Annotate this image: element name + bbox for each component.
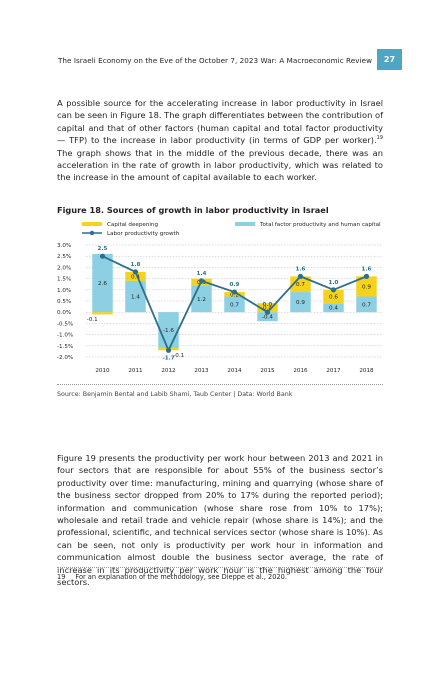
y-tick-label: 2.0% <box>57 265 71 271</box>
line-point <box>363 273 370 279</box>
bar-label-capital: 0.7 <box>296 282 305 288</box>
line-point <box>198 278 205 284</box>
figure-title: Figure 18. Sources of growth in labor pr… <box>57 205 329 215</box>
chart-x-axis: 2010 2011 2012 2013 2014 2015 2016 2017 2018 <box>95 368 374 374</box>
line-data-label: 1.6 <box>362 266 372 272</box>
bar-label-tfp: -0.4 <box>262 315 273 321</box>
line-data-label: -1.7 <box>162 355 174 361</box>
footnote-text: For an explanation of the methodology, s… <box>75 573 287 581</box>
line-point <box>297 273 304 279</box>
y-tick-label: 3.0% <box>57 243 71 249</box>
x-tick-label: 2012 <box>161 368 175 374</box>
line-point <box>264 309 271 315</box>
bar-capital <box>323 289 344 304</box>
bar-label-tfp: -1.6 <box>163 328 174 334</box>
footnote-ref[interactable]: 19 <box>376 135 383 142</box>
chart-y-axis: 3.0% 2.5% 2.0% 1.5% 1.0% 0.5% 0.0% -0.5% -1.0% -1… <box>57 243 73 361</box>
bar-tfp <box>323 303 344 313</box>
footnote-number: 19 <box>57 573 66 581</box>
bar-capital <box>92 312 113 315</box>
legend-marker-productivity <box>89 230 95 236</box>
line-point <box>99 253 106 259</box>
paragraph-figure19: Figure 19 presents the productivity per … <box>57 453 383 588</box>
bar-tfp <box>290 292 311 313</box>
line-data-label: 1.8 <box>131 262 141 268</box>
bar-capital <box>356 276 377 297</box>
legend-label-tfp: Total factor productivity and human capi… <box>259 222 381 228</box>
footnote: 19 For an explanation of the methodology,… <box>57 573 287 581</box>
chart-line: 2.5 1.8 -1.7 1.4 0.9 0.0 1.6 1.0 1.6 <box>98 246 372 361</box>
y-tick-label: -2.0% <box>57 355 73 361</box>
bar-label-capital: -0.1 <box>173 353 184 359</box>
x-tick-label: 2013 <box>194 368 209 374</box>
bar-label-capital: 0.2 <box>230 292 239 298</box>
chart-bar-labels: 2.6-0.11.40.4-1.6-0.11.20.30.70.2-0.40.4… <box>87 274 372 358</box>
bar-label-capital: 0.6 <box>329 295 338 301</box>
bar-tfp <box>125 280 146 313</box>
bar-label-tfp: 2.6 <box>98 281 107 287</box>
bar-label-capital: 0.4 <box>263 306 272 312</box>
bar-label-tfp: 0.7 <box>230 302 239 308</box>
y-tick-label: 0.5% <box>57 299 71 305</box>
bar-label-tfp: 0.4 <box>329 306 338 312</box>
footnote-divider <box>57 567 383 568</box>
bar-label-tfp: 1.4 <box>131 295 140 301</box>
chart-legend: Capital deepening Total factor productivi… <box>82 222 381 237</box>
running-header: The Israeli Economy on the Eve of the Oc… <box>57 56 372 65</box>
x-tick-label: 2017 <box>326 368 341 374</box>
line-point <box>231 289 238 295</box>
bar-label-tfp: 0.7 <box>362 302 371 308</box>
y-tick-label: 2.5% <box>57 254 71 260</box>
chart-sources-of-growth: Capital deepening Total factor productivi… <box>57 222 383 374</box>
y-tick-label: 1.0% <box>57 288 71 294</box>
line-data-label: 0.0 <box>263 302 273 308</box>
bar-tfp <box>257 312 278 322</box>
line-data-label: 1.4 <box>197 271 207 277</box>
line-data-label: 1.6 <box>296 266 306 272</box>
legend-swatch-tfp <box>235 222 255 226</box>
bar-capital <box>125 271 146 281</box>
paragraph-intro-text-b: The graph shows that in the middle of th… <box>57 147 383 183</box>
line-point <box>165 347 172 353</box>
line-data-label: 1.0 <box>329 280 339 286</box>
y-tick-label: -0.5% <box>57 321 73 327</box>
x-tick-label: 2016 <box>293 368 308 374</box>
x-tick-label: 2018 <box>359 368 374 374</box>
line-data-label: 2.5 <box>98 246 108 252</box>
x-tick-label: 2010 <box>95 368 110 374</box>
bar-tfp <box>356 296 377 313</box>
y-tick-label: 1.5% <box>57 277 71 283</box>
page-number: 27 <box>377 49 402 70</box>
paragraph-intro-text-a: A possible source for the accelerating i… <box>57 98 383 146</box>
bar-label-tfp: 0.9 <box>296 300 305 306</box>
x-tick-label: 2011 <box>128 368 143 374</box>
bar-label-capital: 0.9 <box>362 284 371 290</box>
line-data-label: 0.9 <box>230 282 240 288</box>
legend-label-productivity: Labor productivity growth <box>107 231 180 237</box>
bar-tfp <box>92 253 113 313</box>
y-tick-label: -1.0% <box>57 333 73 339</box>
bar-label-capital: 0.4 <box>131 274 140 280</box>
legend-swatch-capital <box>82 222 102 226</box>
bar-label-capital: -0.1 <box>87 317 98 323</box>
source-divider <box>57 384 383 385</box>
x-tick-label: 2015 <box>260 368 275 374</box>
paragraph-intro: A possible source for the accelerating i… <box>57 97 383 184</box>
bar-capital <box>290 276 311 293</box>
bar-label-tfp: 1.2 <box>197 297 206 303</box>
line-point <box>132 269 139 275</box>
x-tick-label: 2014 <box>227 368 242 374</box>
y-tick-label: -1.5% <box>57 344 73 350</box>
y-tick-label: 0.0% <box>57 310 71 316</box>
figure-source: Source: Benjamin Bental and Labib Shami,… <box>57 391 293 398</box>
legend-label-capital: Capital deepening <box>107 222 158 228</box>
bar-capital <box>257 303 278 313</box>
bar-tfp <box>224 296 245 313</box>
line-point <box>330 287 337 293</box>
